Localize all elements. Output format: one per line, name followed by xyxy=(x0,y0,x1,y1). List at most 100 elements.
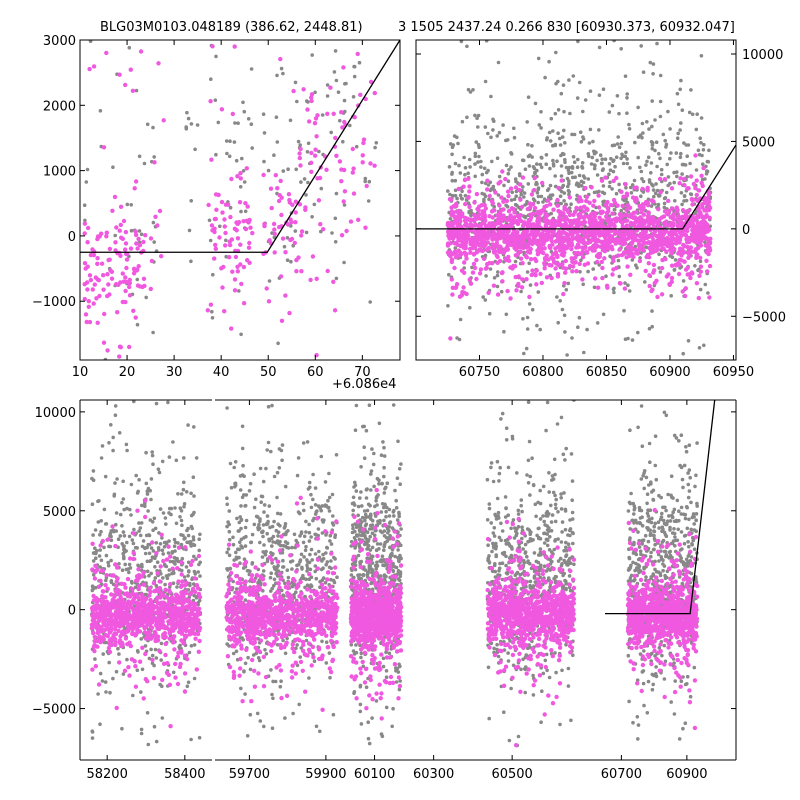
data-point xyxy=(232,44,237,49)
data-point xyxy=(156,61,161,66)
data-point xyxy=(141,276,147,281)
data-point xyxy=(675,261,681,266)
data-point xyxy=(149,558,153,563)
data-point xyxy=(449,212,454,218)
data-point xyxy=(113,248,118,253)
data-point xyxy=(227,255,232,260)
data-point xyxy=(123,288,128,294)
data-point xyxy=(592,247,597,252)
data-point xyxy=(583,98,588,102)
data-point xyxy=(492,208,497,213)
data-point xyxy=(194,557,198,561)
data-point xyxy=(119,581,124,586)
data-point xyxy=(558,143,563,147)
data-point xyxy=(123,247,128,252)
data-point xyxy=(675,91,680,96)
data-point xyxy=(559,174,564,178)
data-point xyxy=(466,201,471,205)
data-point xyxy=(130,591,135,596)
data-point xyxy=(678,87,682,92)
data-point xyxy=(102,507,107,512)
data-point xyxy=(195,631,201,637)
data-point xyxy=(82,282,87,287)
data-point xyxy=(227,154,232,159)
data-point xyxy=(473,174,478,179)
data-point xyxy=(138,533,143,538)
data-point xyxy=(149,546,154,550)
data-point xyxy=(650,287,655,292)
data-point xyxy=(591,267,595,271)
data-point xyxy=(101,652,105,656)
data-point xyxy=(458,317,463,322)
data-point xyxy=(656,235,661,240)
data-point xyxy=(188,583,192,588)
data-point xyxy=(179,492,184,496)
data-point xyxy=(246,117,251,121)
data-point xyxy=(218,224,222,229)
data-point xyxy=(101,589,106,594)
data-point xyxy=(586,269,590,274)
data-point xyxy=(133,315,138,320)
data-point xyxy=(621,161,626,166)
data-point xyxy=(625,203,631,208)
data-point xyxy=(658,190,663,195)
data-point xyxy=(474,250,480,255)
data-point xyxy=(120,629,125,634)
data-point xyxy=(624,198,628,203)
data-point xyxy=(461,285,466,290)
data-point xyxy=(212,226,217,231)
data-point xyxy=(504,198,510,204)
data-point xyxy=(88,277,94,283)
data-point xyxy=(228,214,233,220)
data-point xyxy=(609,156,613,161)
data-point xyxy=(179,560,184,565)
data-point xyxy=(536,187,540,192)
data-point xyxy=(448,217,453,221)
data-point xyxy=(579,258,583,263)
data-point xyxy=(249,122,254,126)
data-point xyxy=(333,216,338,221)
data-point xyxy=(637,203,642,209)
data-point xyxy=(703,243,708,248)
data-point xyxy=(450,178,455,183)
data-point xyxy=(95,234,101,239)
data-point xyxy=(191,535,196,539)
data-point xyxy=(109,423,113,427)
data-point xyxy=(570,132,574,137)
data-point xyxy=(118,512,123,517)
data-point xyxy=(185,605,190,611)
data-point xyxy=(250,146,254,150)
data-point xyxy=(137,478,141,482)
data-point xyxy=(160,716,165,720)
data-point xyxy=(137,154,142,159)
data-point xyxy=(303,207,308,212)
data-point xyxy=(211,272,215,277)
data-point xyxy=(593,211,598,216)
data-point xyxy=(229,326,234,331)
data-point xyxy=(617,145,622,150)
data-point xyxy=(638,215,643,220)
data-point xyxy=(664,229,669,234)
data-point xyxy=(698,136,702,140)
data-point xyxy=(155,223,160,228)
data-point xyxy=(134,473,138,478)
data-point xyxy=(613,164,617,169)
data-point xyxy=(321,227,326,232)
data-point xyxy=(601,246,606,251)
data-point xyxy=(591,139,595,144)
data-point xyxy=(207,218,212,223)
data-point xyxy=(342,260,346,265)
data-point xyxy=(656,202,661,207)
data-point xyxy=(551,259,557,265)
data-point xyxy=(92,615,98,620)
data-point xyxy=(135,546,139,550)
data-point xyxy=(672,180,676,185)
data-point xyxy=(143,651,148,657)
data-point xyxy=(581,137,586,141)
data-point xyxy=(582,350,586,355)
data-point xyxy=(703,177,707,181)
data-point xyxy=(539,280,544,286)
data-point xyxy=(639,194,643,198)
data-point xyxy=(310,254,316,259)
data-point xyxy=(523,215,527,220)
